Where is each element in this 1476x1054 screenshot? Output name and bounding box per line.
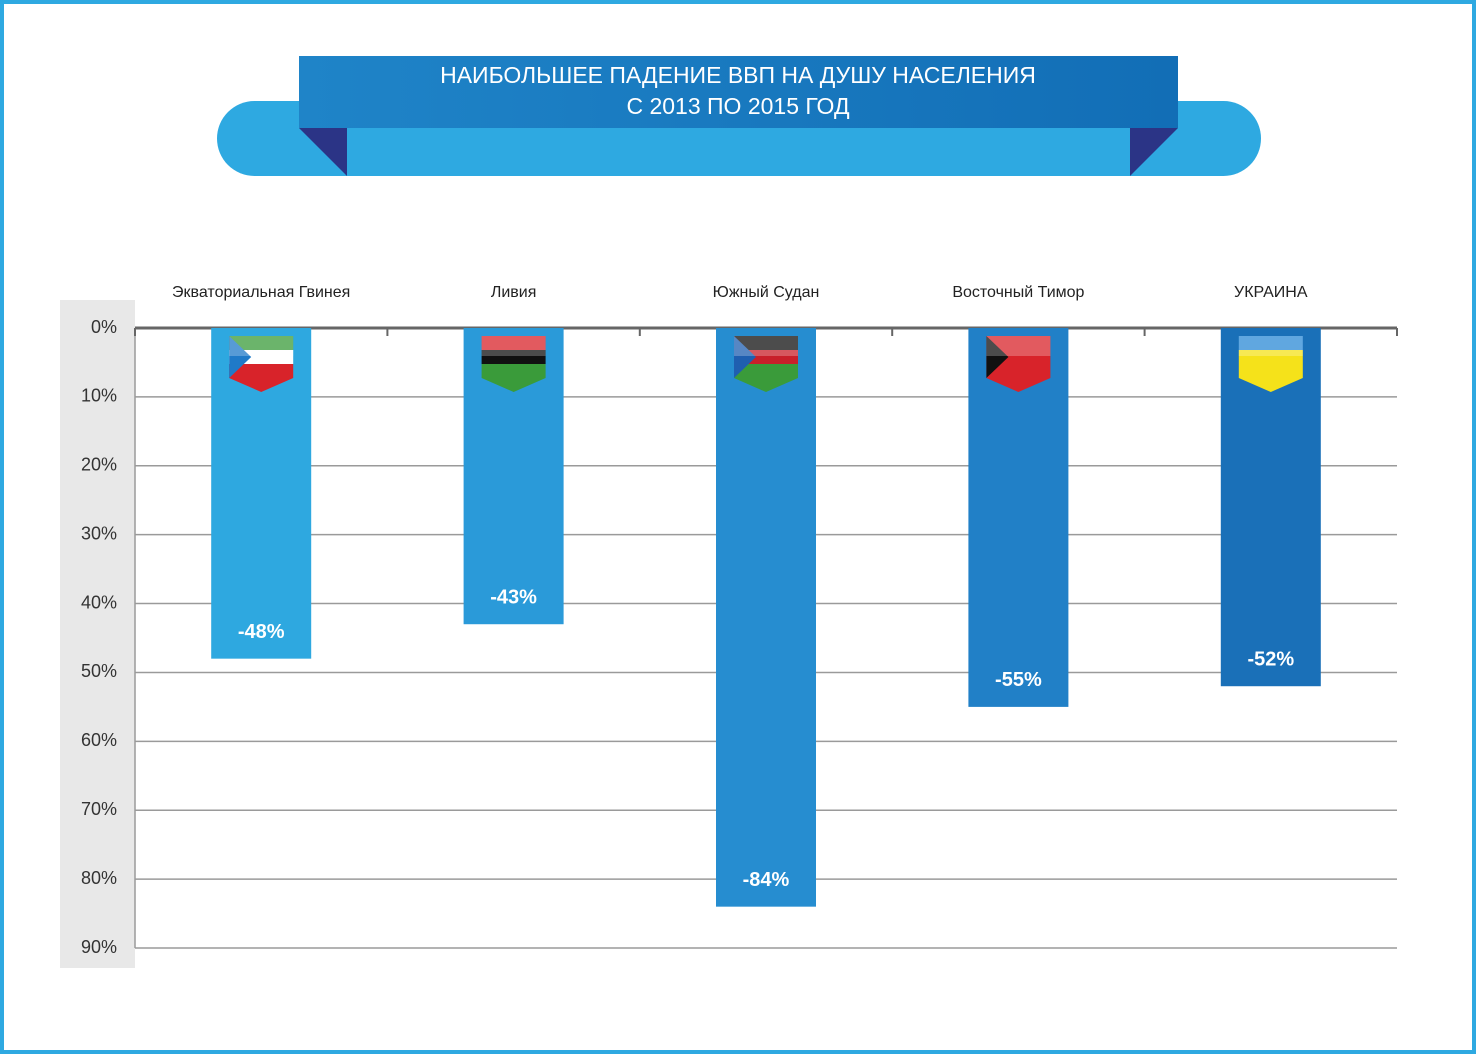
value-label: -48%: [238, 621, 285, 643]
flag: [734, 336, 798, 392]
flag-gloss: [1238, 336, 1303, 356]
value-label: -52%: [1247, 649, 1294, 671]
flag-stripe: [481, 336, 546, 350]
banner-fold: [299, 128, 347, 176]
flag-stripe: [1238, 350, 1303, 364]
flag-stripe: [1238, 364, 1303, 378]
flag-tip: [481, 378, 546, 392]
flag-tip: [986, 378, 1051, 392]
flag-stripe: [734, 336, 798, 350]
x-tick-label: Южный Судан: [712, 283, 820, 301]
flag-gloss: [986, 336, 1051, 356]
y-tick-label: 60%: [81, 730, 117, 750]
flag-gloss: [734, 336, 798, 356]
flag-stripe: [986, 336, 1051, 350]
flag-tip: [734, 378, 798, 392]
flag-stripe: [734, 364, 798, 378]
banner: [299, 56, 1178, 128]
flag-triangle: [734, 336, 756, 378]
x-tick-label: УКРАИНА: [1234, 283, 1308, 301]
y-tick-label: 30%: [81, 523, 117, 543]
flag-tip: [1238, 378, 1303, 392]
flag: [1238, 336, 1303, 392]
y-tick-label: 10%: [81, 386, 117, 406]
flag-stripe: [1238, 336, 1303, 350]
x-tick-label: Ливия: [490, 283, 537, 301]
flag-gloss: [229, 336, 294, 356]
y-tick-label: 90%: [81, 937, 117, 957]
y-tick-label: 20%: [81, 455, 117, 475]
x-tick-label: Восточный Тимор: [952, 283, 1085, 301]
flag: [229, 336, 294, 392]
bar: [716, 328, 816, 907]
flag-stripe: [229, 364, 294, 378]
y-tick-label: 40%: [81, 592, 117, 612]
flag: [481, 336, 546, 392]
chart-title: НАИБОЛЬШЕЕ ПАДЕНИЕ ВВП НА ДУШУ НАСЕЛЕНИЯ: [440, 62, 1036, 88]
value-label: -84%: [743, 869, 790, 891]
flag: [986, 336, 1051, 392]
flag-stripe: [229, 336, 294, 350]
flag-triangle: [229, 336, 252, 378]
flag-gloss: [481, 336, 546, 356]
banner-fold: [1130, 128, 1178, 176]
value-label: -55%: [995, 669, 1042, 691]
x-tick-label: Экваториальная Гвинея: [172, 283, 351, 301]
axis-band: [60, 300, 135, 968]
chart-title: С 2013 ПО 2015 ГОД: [626, 93, 849, 119]
flag-triangle: [986, 336, 1009, 378]
y-tick-label: 0%: [91, 317, 117, 337]
flag-stripe: [481, 350, 546, 364]
value-label: -43%: [490, 587, 537, 609]
flag-tip: [229, 378, 294, 392]
y-tick-label: 80%: [81, 868, 117, 888]
y-tick-label: 70%: [81, 799, 117, 819]
y-tick-label: 50%: [81, 661, 117, 681]
flag-stripe: [986, 364, 1051, 378]
flag-stripe: [481, 364, 546, 378]
